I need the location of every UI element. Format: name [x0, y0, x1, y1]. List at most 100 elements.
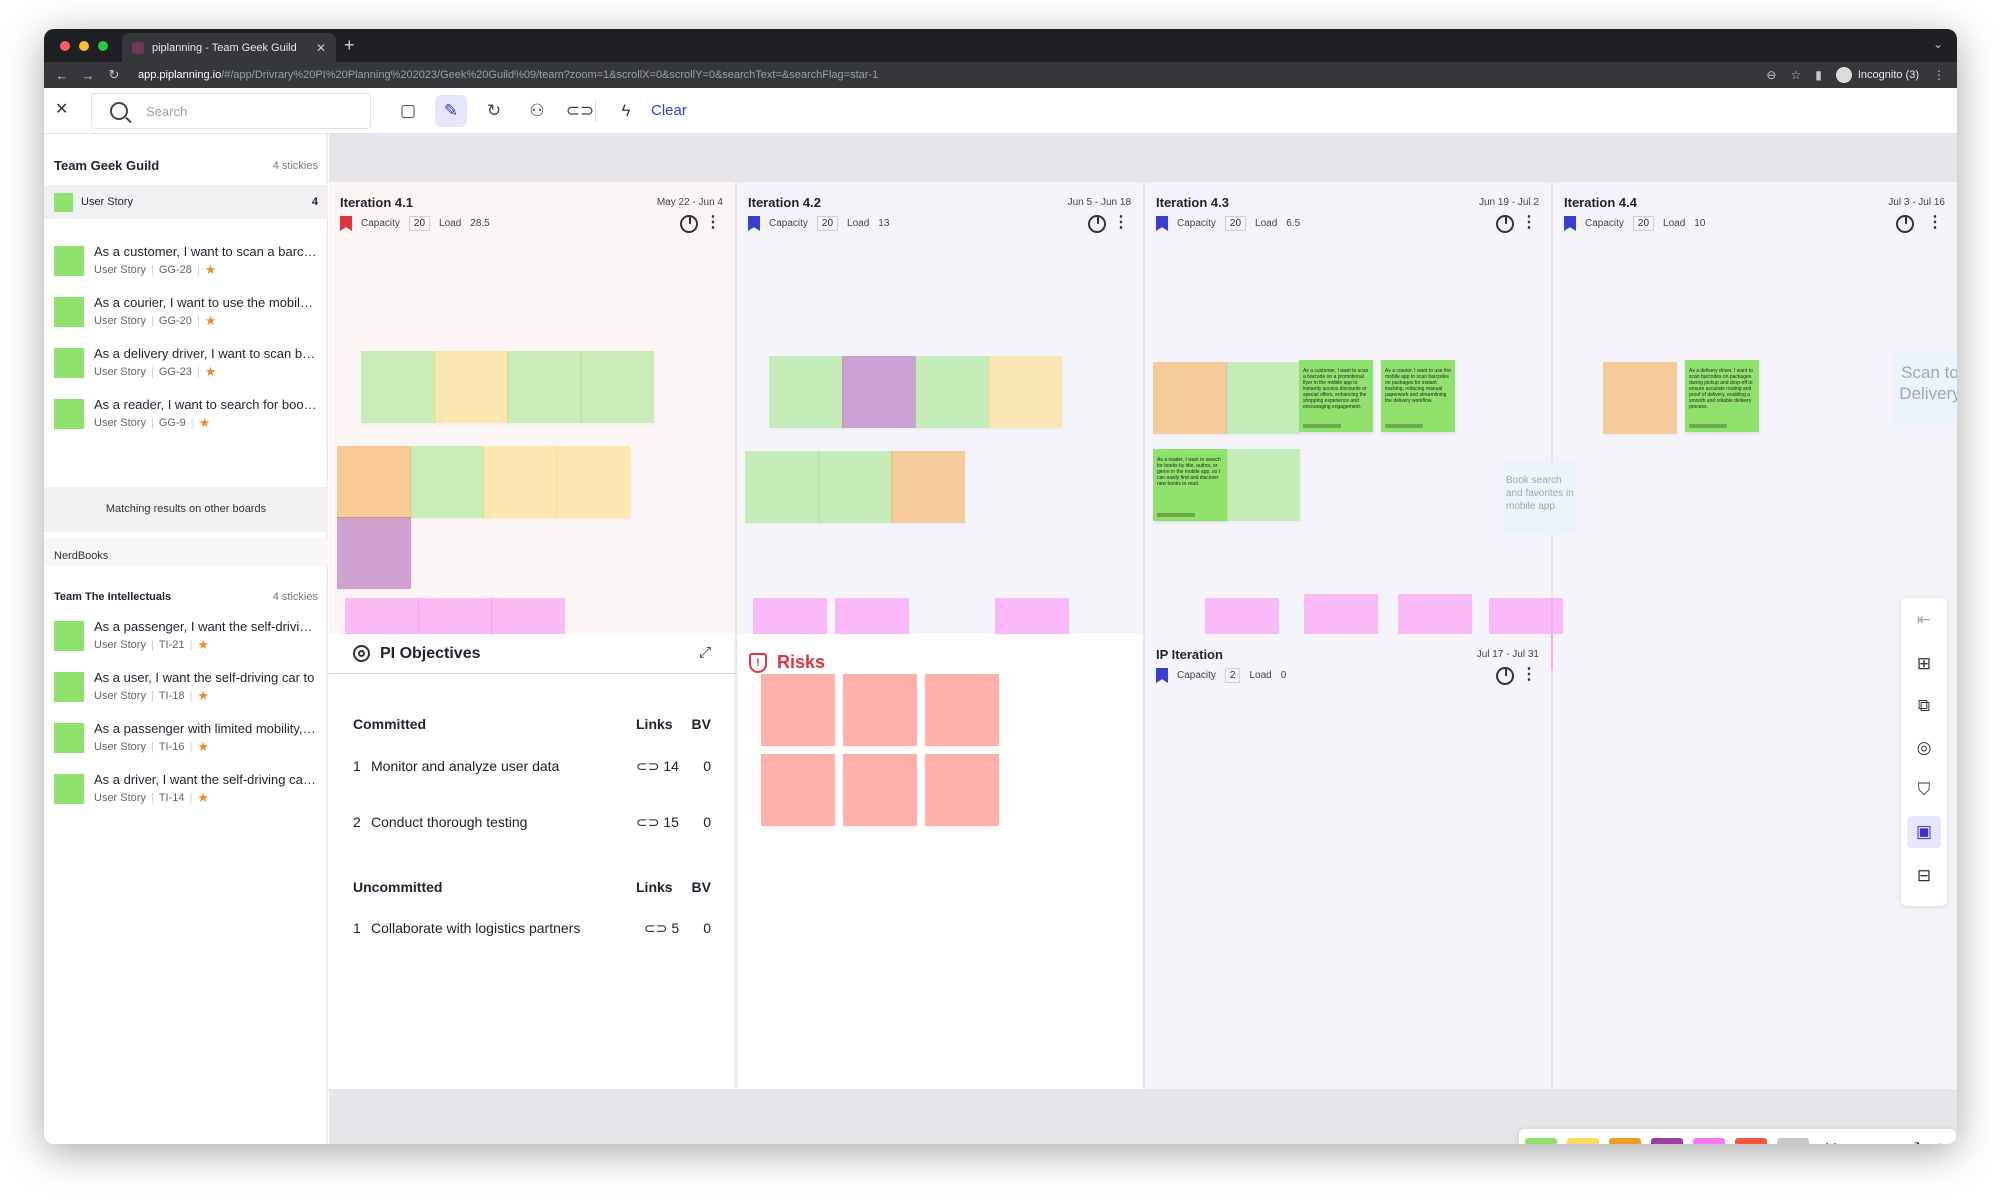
screenshot-icon[interactable]: ⧈ — [1859, 1139, 1883, 1144]
capacity-value[interactable]: 20 — [408, 216, 431, 231]
team-filter-button[interactable]: ⚇ — [529, 101, 545, 120]
sticky-note[interactable] — [988, 356, 1062, 428]
minimize-window-dot[interactable] — [79, 41, 89, 51]
search-input[interactable] — [146, 103, 346, 119]
sticky-note[interactable] — [1226, 362, 1300, 434]
color-filter-button[interactable]: ✎ — [435, 95, 467, 127]
list-item[interactable]: As a passenger, I want the self-driving … — [54, 619, 324, 659]
search-box[interactable] — [91, 93, 371, 129]
highlighted-sticky-note[interactable]: As a courier, I want to use the mobile a… — [1381, 360, 1455, 432]
list-item[interactable]: As a courier, I want to use the mobile a… — [54, 295, 324, 335]
collapse-icon[interactable]: ⇤ — [1916, 610, 1932, 629]
list-item[interactable]: As a user, I want the self-driving car t… — [54, 670, 324, 710]
browser-tab[interactable]: piplanning - Team Geek Guild ✕ — [122, 33, 336, 62]
sticky-note[interactable] — [361, 351, 435, 423]
pointer-icon[interactable]: ➤ — [1933, 1139, 1957, 1144]
capacity-value[interactable]: 2 — [1224, 668, 1241, 683]
risk-sticky[interactable] — [761, 754, 835, 826]
yellow-swatch[interactable] — [1567, 1138, 1599, 1144]
expand-icon[interactable]: ⤢ — [698, 644, 711, 661]
pie-chart-icon[interactable] — [1496, 215, 1514, 233]
placeholder-feature-note[interactable]: Book search and favorites in mobile app — [1503, 462, 1577, 534]
clear-button[interactable]: Clear — [651, 102, 687, 119]
more-options-icon[interactable]: ⋮ — [1113, 214, 1129, 231]
capacity-value[interactable]: 20 — [816, 216, 839, 231]
close-icon[interactable]: ✕ — [315, 40, 326, 55]
capacity-value[interactable]: 20 — [1632, 216, 1655, 231]
capacity-value[interactable]: 20 — [1224, 216, 1247, 231]
purple-swatch[interactable] — [1651, 1138, 1683, 1144]
placeholder-feature-note[interactable]: Scan to Delivery — [1893, 352, 1957, 424]
list-item[interactable]: As a passenger with limited mobility, I … — [54, 721, 324, 761]
more-options-icon[interactable]: ⋮ — [1927, 214, 1943, 231]
sticky-note[interactable] — [507, 351, 581, 423]
sticky-note[interactable] — [434, 351, 508, 423]
sticky-note[interactable] — [556, 446, 630, 518]
risk-shield-icon[interactable]: ⛉ — [1917, 780, 1931, 799]
close-panel-icon[interactable]: ✕ — [55, 101, 69, 118]
sticky-note[interactable] — [818, 451, 892, 523]
orange-swatch[interactable] — [1609, 1138, 1641, 1144]
list-item[interactable]: As a customer, I want to scan a barcode … — [54, 244, 324, 284]
sticky-type-filter-button[interactable]: ▢ — [399, 101, 417, 120]
sticky-note[interactable] — [1226, 449, 1300, 521]
highlighted-sticky-note[interactable]: As a reader, I want to search for books … — [1153, 449, 1227, 521]
sticky-note[interactable] — [1603, 362, 1677, 434]
objective-row[interactable]: 2 Conduct thorough testing ⊂⊃ 15 0 — [353, 814, 711, 831]
link-filter-button[interactable]: ⊂⊃ — [565, 101, 595, 120]
sticky-note[interactable] — [1153, 362, 1227, 434]
grid-settings-icon[interactable]: ⊟ — [1916, 866, 1932, 885]
close-window-dot[interactable] — [60, 41, 70, 51]
sticky-note[interactable] — [337, 446, 411, 518]
risk-sticky[interactable] — [843, 674, 917, 746]
green-swatch[interactable] — [1525, 1138, 1557, 1144]
risk-sticky[interactable] — [925, 674, 999, 746]
fit-screen-icon[interactable]: ⤢ — [1901, 1139, 1925, 1144]
dependency-filter-button[interactable]: ↻ — [486, 101, 502, 120]
menu-icon[interactable]: ⋮ — [1933, 68, 1945, 82]
gray-swatch[interactable] — [1777, 1138, 1809, 1144]
risk-sticky[interactable] — [925, 754, 999, 826]
more-options-icon[interactable]: ⋮ — [705, 214, 721, 231]
reload-icon[interactable]: ↻ — [108, 67, 120, 82]
list-item[interactable]: As a driver, I want the self-driving car… — [54, 772, 324, 812]
url-field[interactable]: app.piplanning.io/#/app/Drivrary%20PI%20… — [138, 69, 1766, 81]
pie-chart-icon[interactable] — [680, 215, 698, 233]
more-options-icon[interactable]: ⋮ — [1521, 214, 1537, 231]
list-item[interactable]: As a reader, I want to search for books … — [54, 397, 324, 437]
bookmark-star-icon[interactable]: ☆ — [1790, 68, 1802, 82]
more-options-icon[interactable]: ⋮ — [1521, 666, 1537, 683]
highlighted-sticky-note[interactable]: As a delivery driver, I want to scan bar… — [1685, 360, 1759, 432]
risk-sticky[interactable] — [843, 754, 917, 826]
list-item[interactable]: As a delivery driver, I want to scan bar… — [54, 346, 324, 386]
dependency-icon[interactable]: ⧉ — [1917, 696, 1931, 715]
back-icon[interactable]: ← — [55, 67, 69, 83]
maximize-window-dot[interactable] — [98, 41, 108, 51]
sticky-note[interactable] — [745, 451, 819, 523]
zoom-icon[interactable]: ⊖ — [1766, 68, 1777, 82]
new-tab-icon[interactable]: + — [344, 35, 355, 55]
add-widget-icon[interactable]: ⊞ — [1916, 654, 1932, 673]
sticky-note[interactable] — [891, 451, 965, 523]
forward-icon[interactable]: → — [81, 67, 95, 83]
highlighted-sticky-note[interactable]: As a customer, I want to scan a barcode … — [1299, 360, 1373, 432]
chevron-down-icon[interactable]: ⌄ — [1932, 37, 1943, 51]
objective-row[interactable]: 1 Monitor and analyze user data ⊂⊃ 14 0 — [353, 758, 711, 775]
risk-sticky[interactable] — [761, 674, 835, 746]
pie-chart-icon[interactable] — [1496, 667, 1514, 685]
sticky-note[interactable] — [483, 446, 557, 518]
pink-swatch[interactable] — [1693, 1138, 1725, 1144]
sticky-note[interactable] — [410, 446, 484, 518]
sidebar-toggle-icon[interactable]: ▮ — [1815, 68, 1822, 82]
objective-row[interactable]: 1 Collaborate with logistics partners ⊂⊃ 5… — [353, 920, 711, 937]
red-swatch[interactable] — [1735, 1138, 1767, 1144]
pie-chart-icon[interactable] — [1896, 215, 1914, 233]
sticky-note[interactable] — [769, 356, 843, 428]
sticky-note[interactable] — [580, 351, 654, 423]
objectives-target-icon[interactable]: ◎ — [1916, 738, 1932, 757]
sticky-note[interactable] — [337, 517, 411, 589]
type-filter-row[interactable]: User Story 4 — [44, 185, 328, 219]
team-panel-icon[interactable]: ▣ — [1907, 816, 1941, 848]
pie-chart-icon[interactable] — [1088, 215, 1106, 233]
sticky-note[interactable] — [842, 356, 916, 428]
